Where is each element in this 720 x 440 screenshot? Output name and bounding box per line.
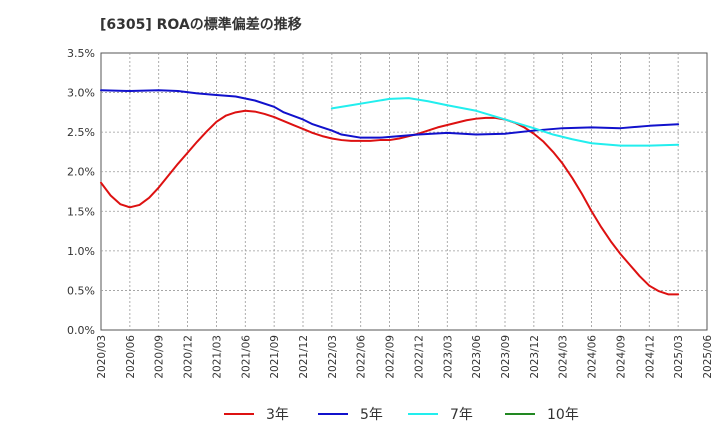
y-axis-ticks: 0.0% 0.5% 1.0% 1.5% 2.0% 2.5% 3.0% 3.5% xyxy=(67,47,95,337)
y-tick-label: 3.5% xyxy=(67,47,95,60)
x-tick-label: 2021/06 xyxy=(240,335,252,379)
x-tick-label: 2023/03 xyxy=(442,335,454,379)
x-tick-label: 2021/03 xyxy=(211,335,223,379)
y-tick-label: 3.0% xyxy=(67,87,95,100)
y-tick-label: 0.0% xyxy=(67,324,95,337)
x-tick-label: 2022/09 xyxy=(385,335,397,379)
plot-area xyxy=(100,52,708,331)
series-line-1 xyxy=(100,109,680,296)
x-tick-label: 2025/03 xyxy=(673,335,685,379)
legend-label-2: 5年 xyxy=(360,407,383,423)
x-tick-label: 2025/06 xyxy=(702,335,714,379)
x-axis-ticks: 2020/03 2020/06 2020/09 2020/12 2021/03 2021/… xyxy=(96,335,714,379)
x-tick-label: 2021/09 xyxy=(269,335,281,379)
y-tick-label: 2.0% xyxy=(67,166,95,179)
x-tick-label: 2020/09 xyxy=(154,335,166,379)
series xyxy=(100,89,680,296)
x-tick-label: 2023/06 xyxy=(471,335,483,379)
grid xyxy=(101,53,707,330)
x-tick-label: 2024/03 xyxy=(558,335,570,379)
y-tick-label: 2.5% xyxy=(67,126,95,139)
x-tick-label: 2022/06 xyxy=(356,335,368,379)
x-tick-label: 2024/12 xyxy=(644,335,656,379)
x-tick-label: 2023/12 xyxy=(529,335,541,379)
x-tick-label: 2024/06 xyxy=(587,335,599,379)
x-tick-label: 2022/12 xyxy=(413,335,425,379)
legend-label-4: 10年 xyxy=(547,407,579,423)
x-tick-label: 2024/09 xyxy=(615,335,627,379)
x-tick-label: 2021/12 xyxy=(298,335,310,379)
legend: 3年 5年 7年 10年 xyxy=(224,407,579,423)
x-tick-label: 2022/03 xyxy=(327,335,339,379)
series-line-3 xyxy=(330,97,680,147)
y-tick-label: 0.5% xyxy=(67,284,95,297)
x-tick-label: 2023/09 xyxy=(500,335,512,379)
x-tick-label: 2020/06 xyxy=(125,335,137,379)
legend-label-1: 3年 xyxy=(266,407,289,423)
chart-title: [6305] ROAの標準偏差の推移 xyxy=(100,17,302,33)
legend-label-3: 7年 xyxy=(450,407,473,423)
y-tick-label: 1.5% xyxy=(67,205,95,218)
series-line-2 xyxy=(100,89,680,139)
x-tick-label: 2020/03 xyxy=(96,335,108,379)
y-tick-label: 1.0% xyxy=(67,245,95,258)
x-tick-label: 2020/12 xyxy=(183,335,195,379)
